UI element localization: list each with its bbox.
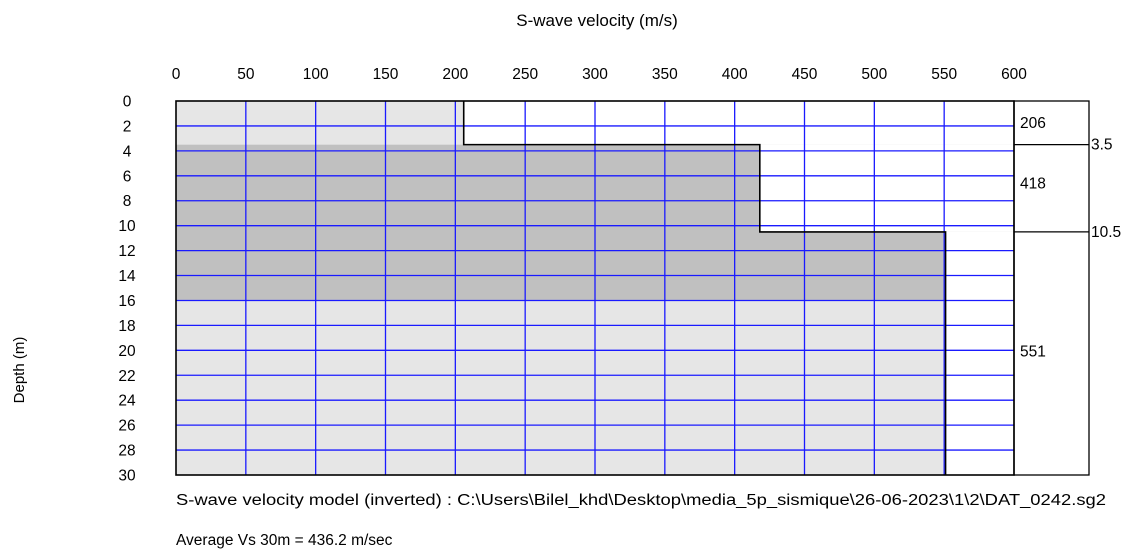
- interface-depth-label: 3.5: [1091, 137, 1113, 154]
- layer-clear-0: [463, 101, 1014, 145]
- x-tick-label: 550: [931, 66, 957, 83]
- y-tick-label: 22: [118, 368, 135, 385]
- x-tick-label: 200: [442, 66, 468, 83]
- y-tick-label: 4: [123, 143, 132, 160]
- velocity-label: 551: [1020, 343, 1046, 360]
- model-caption: S-wave velocity model (inverted) : C:\Us…: [176, 492, 1106, 509]
- layer-clear-1: [759, 144, 1014, 232]
- y-tick-label: 30: [118, 468, 136, 485]
- x-tick-label: 350: [652, 66, 678, 83]
- x-tick-label: 500: [861, 66, 887, 83]
- interface-depth-labels: 3.5 10.5: [1091, 137, 1121, 241]
- x-tick-label: 250: [512, 66, 538, 83]
- x-tick-label: 300: [582, 66, 608, 83]
- y-axis-label: Depth (m): [11, 337, 28, 404]
- average-vs-label: Average Vs 30m = 436.2 m/sec: [176, 532, 393, 549]
- layer-clear-2: [945, 231, 1014, 475]
- y-tick-label: 26: [118, 418, 135, 435]
- y-tick-label: 2: [123, 118, 132, 135]
- velocity-label: 418: [1020, 176, 1046, 193]
- velocity-step-path: [462, 101, 947, 475]
- y-tick-label: 0: [123, 94, 132, 111]
- y-tick-label: 14: [118, 268, 136, 285]
- velocity-step-line: [462, 101, 947, 475]
- x-tick-labels: 0 50 100 150 200 250 300 350 400 450 500 550 600: [172, 66, 1028, 83]
- y-tick-label: 12: [118, 243, 135, 260]
- plot-frames: [175, 100, 1090, 476]
- x-tick-label: 150: [373, 66, 399, 83]
- y-tick-label: 20: [118, 343, 136, 360]
- x-tick-label: 400: [722, 66, 748, 83]
- velocity-layer-labels: 206 418 551: [1020, 115, 1046, 360]
- y-tick-label: 10: [118, 218, 136, 235]
- y-tick-label: 24: [118, 393, 136, 410]
- velocity-label: 206: [1020, 115, 1046, 132]
- chart-title: S-wave velocity (m/s): [516, 11, 678, 30]
- x-tick-label: 100: [303, 66, 329, 83]
- layer-panel-frame: [1013, 100, 1090, 476]
- y-tick-label: 18: [118, 318, 135, 335]
- x-tick-label: 600: [1001, 66, 1027, 83]
- grid-lines: [176, 101, 1014, 475]
- x-tick-label: 50: [237, 66, 255, 83]
- y-tick-label: 28: [118, 443, 135, 460]
- y-tick-label: 6: [123, 168, 132, 185]
- interface-depth-label: 10.5: [1091, 224, 1121, 241]
- velocity-profile-fill: [463, 101, 1014, 475]
- y-tick-label: 8: [123, 193, 132, 210]
- x-tick-label: 450: [792, 66, 818, 83]
- x-tick-label: 0: [172, 66, 181, 83]
- y-tick-label: 16: [118, 293, 135, 310]
